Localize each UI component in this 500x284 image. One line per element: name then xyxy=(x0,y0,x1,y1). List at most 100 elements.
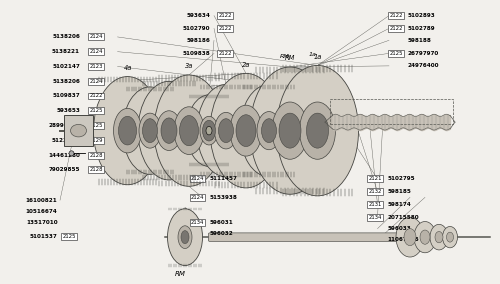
Text: 3a: 3a xyxy=(185,63,193,69)
Ellipse shape xyxy=(250,67,330,194)
Text: 5138206: 5138206 xyxy=(52,79,80,84)
Text: 5109838: 5109838 xyxy=(182,51,210,56)
Text: 5102790: 5102790 xyxy=(182,26,210,31)
Text: 13517010: 13517010 xyxy=(26,220,58,225)
Text: 2125: 2125 xyxy=(89,108,103,113)
Ellipse shape xyxy=(181,231,189,244)
Text: 24976400: 24976400 xyxy=(408,63,439,68)
Ellipse shape xyxy=(414,222,436,253)
Text: 1a: 1a xyxy=(308,53,316,57)
Ellipse shape xyxy=(240,85,298,177)
Ellipse shape xyxy=(272,102,308,159)
Text: 2132: 2132 xyxy=(368,189,382,194)
Ellipse shape xyxy=(262,119,276,143)
Ellipse shape xyxy=(94,77,162,185)
Text: 2131: 2131 xyxy=(368,202,382,207)
Text: 10516674: 10516674 xyxy=(26,209,58,214)
Text: 2122: 2122 xyxy=(218,13,232,18)
Text: 5102893: 5102893 xyxy=(408,13,435,18)
Ellipse shape xyxy=(154,75,224,186)
Ellipse shape xyxy=(142,119,158,143)
Text: 5102795: 5102795 xyxy=(388,176,415,181)
Ellipse shape xyxy=(168,209,202,266)
Ellipse shape xyxy=(404,229,416,246)
Ellipse shape xyxy=(276,65,358,196)
Ellipse shape xyxy=(202,120,215,141)
Text: 2122: 2122 xyxy=(389,13,402,18)
Text: 2125: 2125 xyxy=(89,123,103,128)
Bar xyxy=(330,99,452,124)
Text: 5111457: 5111457 xyxy=(210,176,238,181)
Text: 598174: 598174 xyxy=(388,202,411,207)
Text: 2124: 2124 xyxy=(191,176,204,181)
Ellipse shape xyxy=(139,113,161,148)
Ellipse shape xyxy=(420,230,430,244)
Text: 1a: 1a xyxy=(314,54,322,60)
Ellipse shape xyxy=(180,116,199,146)
Text: 5101537: 5101537 xyxy=(30,234,58,239)
Text: 593653: 593653 xyxy=(56,108,80,113)
Text: 598188: 598188 xyxy=(408,38,432,43)
Text: 2124: 2124 xyxy=(89,49,103,54)
Text: RM: RM xyxy=(280,54,290,59)
Text: 16100821: 16100821 xyxy=(26,198,58,203)
Text: 593634: 593634 xyxy=(186,13,210,18)
Ellipse shape xyxy=(104,124,110,137)
Text: 2124: 2124 xyxy=(191,195,204,200)
Text: 596031: 596031 xyxy=(210,220,234,225)
Ellipse shape xyxy=(70,124,86,137)
Ellipse shape xyxy=(174,107,204,154)
Ellipse shape xyxy=(236,115,256,147)
Text: 2134: 2134 xyxy=(368,215,382,220)
Ellipse shape xyxy=(138,81,200,180)
Text: 596032: 596032 xyxy=(210,231,234,236)
Text: 598186: 598186 xyxy=(186,38,210,43)
Ellipse shape xyxy=(197,85,255,177)
Text: 5138221: 5138221 xyxy=(52,49,80,54)
Text: 598185: 598185 xyxy=(388,189,411,194)
Text: 2123: 2123 xyxy=(90,64,102,69)
Text: 5138206: 5138206 xyxy=(52,34,80,39)
Text: RM: RM xyxy=(285,55,295,61)
Text: 2122: 2122 xyxy=(389,26,402,31)
Ellipse shape xyxy=(206,126,212,135)
Text: 2128: 2128 xyxy=(89,153,103,158)
Ellipse shape xyxy=(156,111,182,151)
Ellipse shape xyxy=(118,116,136,145)
Ellipse shape xyxy=(218,119,234,143)
Text: 26797970: 26797970 xyxy=(408,51,439,56)
Text: 4a: 4a xyxy=(124,65,132,71)
Ellipse shape xyxy=(200,116,218,145)
Text: 2128: 2128 xyxy=(89,167,103,172)
Ellipse shape xyxy=(114,108,141,153)
Ellipse shape xyxy=(161,118,177,143)
Ellipse shape xyxy=(210,73,282,188)
Text: 2121: 2121 xyxy=(368,176,382,181)
Ellipse shape xyxy=(257,112,281,150)
Ellipse shape xyxy=(122,87,178,174)
Ellipse shape xyxy=(446,232,454,242)
Ellipse shape xyxy=(396,217,424,257)
Text: 2122: 2122 xyxy=(89,93,103,99)
Ellipse shape xyxy=(435,231,443,243)
Text: 14461280: 14461280 xyxy=(48,153,80,158)
Ellipse shape xyxy=(178,226,192,248)
Text: 5123112: 5123112 xyxy=(52,138,80,143)
Ellipse shape xyxy=(430,224,448,250)
Ellipse shape xyxy=(96,124,102,137)
Text: 5102789: 5102789 xyxy=(408,26,435,31)
Text: 5153938: 5153938 xyxy=(210,195,238,200)
Ellipse shape xyxy=(230,105,262,156)
Text: 5109837: 5109837 xyxy=(52,93,80,99)
Text: 2124: 2124 xyxy=(89,79,103,84)
Text: 2124: 2124 xyxy=(89,34,103,39)
Ellipse shape xyxy=(69,151,74,156)
Text: 2125: 2125 xyxy=(389,51,402,56)
Text: 2122: 2122 xyxy=(218,26,232,31)
Text: 5102147: 5102147 xyxy=(52,64,80,69)
Text: 2122: 2122 xyxy=(218,51,232,56)
Text: 79029855: 79029855 xyxy=(48,167,80,172)
Ellipse shape xyxy=(110,124,117,137)
Text: 2134: 2134 xyxy=(191,220,204,225)
Ellipse shape xyxy=(279,113,301,148)
